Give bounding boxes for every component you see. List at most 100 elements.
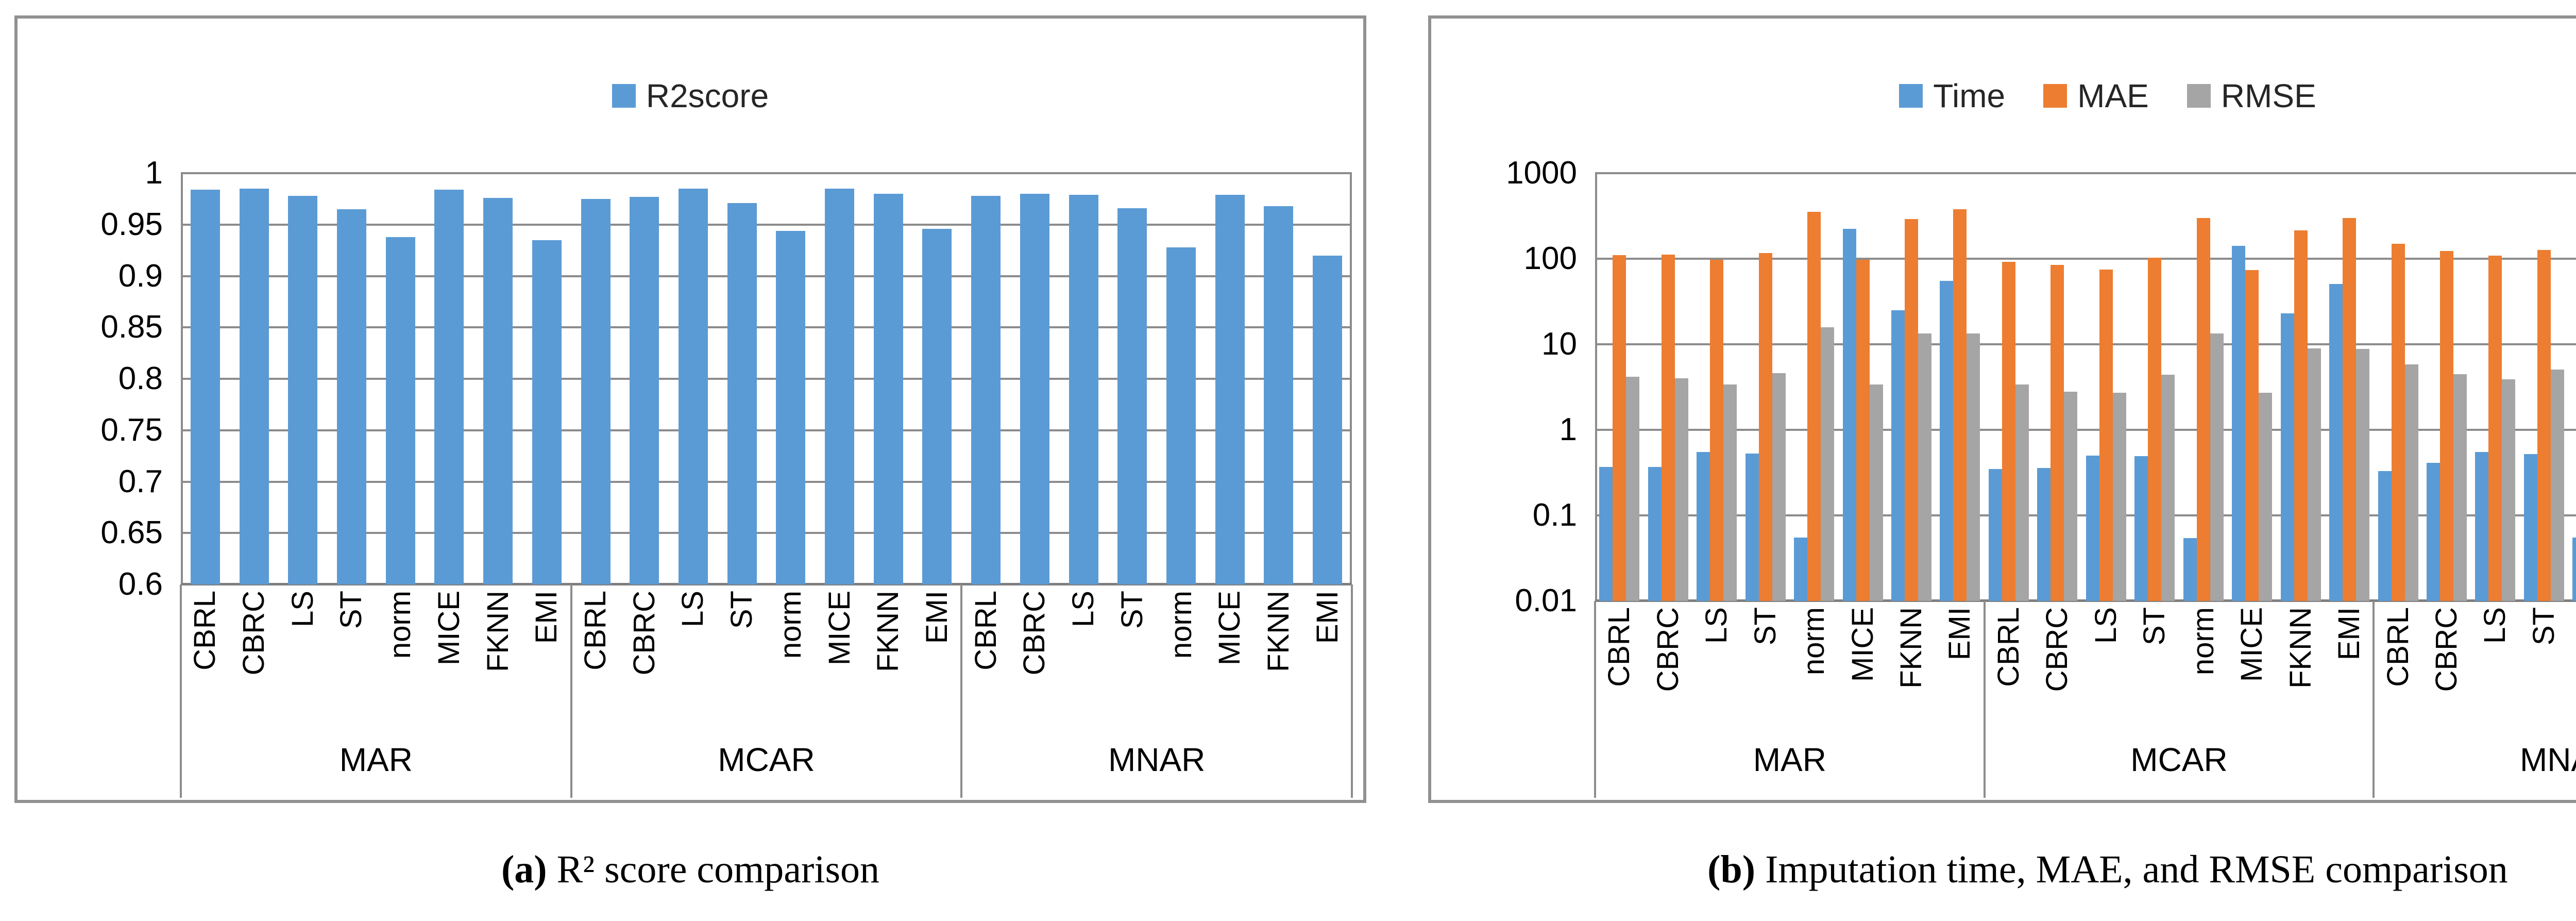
bar-r2score-mar-ls [288, 195, 318, 584]
x-category-label: FKNN [871, 591, 905, 672]
bar-r2score-mnar-norm [1166, 247, 1196, 584]
group-label-mnar: MNAR [1108, 741, 1206, 778]
bar-r2score-mcar-norm [776, 230, 806, 584]
bar-mae-mcar-emi [2343, 218, 2357, 601]
bar-r2score-mcar-emi [922, 228, 952, 584]
bar-r2score-mcar-ls [678, 188, 708, 584]
x-category-label: FKNN [1894, 607, 1928, 689]
bar-r2score-mar-mice [434, 189, 464, 584]
x-category-label: LS [285, 591, 319, 627]
plot-right-border [1350, 173, 1352, 584]
legend-label-mae: MAE [2077, 77, 2149, 114]
x-category-label: norm [1164, 591, 1198, 659]
x-category-label: ST [2527, 607, 2561, 646]
gridline [181, 275, 1352, 277]
bar-time-mcar-fknn [2280, 313, 2294, 601]
bar-time-mar-cbrc [1648, 466, 1662, 601]
x-category-label: norm [2186, 607, 2220, 676]
caption-b-text: Imputation time, MAE, and RMSE compariso… [1755, 848, 2508, 891]
x-category-label: EMI [530, 591, 564, 644]
y-tick-label: 0.85 [100, 309, 163, 345]
legend-label-time: Time [1933, 77, 2006, 114]
bar-rmse-mcar-ls [2112, 393, 2126, 601]
bar-mae-mar-norm [1807, 211, 1821, 601]
bar-mae-mar-mice [1856, 260, 1870, 601]
x-category-label: CBRC [237, 591, 271, 676]
bar-rmse-mar-cbrl [1626, 376, 1640, 601]
gridline [181, 378, 1352, 380]
bar-mae-mcar-mice [2245, 270, 2259, 601]
bar-r2score-mnar-emi [1313, 255, 1343, 584]
gridline [181, 429, 1352, 431]
bar-mae-mar-emi [1953, 209, 1967, 601]
bar-time-mnar-cbrc [2427, 463, 2441, 601]
bar-time-mar-ls [1697, 452, 1710, 601]
group-divider [1351, 584, 1353, 798]
bar-r2score-mcar-st [727, 203, 757, 584]
bar-r2score-mnar-cbrl [971, 195, 1001, 584]
group-divider [1594, 601, 1596, 798]
bar-time-mnar-ls [2475, 452, 2489, 601]
bar-rmse-mnar-ls [2502, 379, 2516, 601]
bar-rmse-mar-cbrc [1674, 378, 1688, 601]
bar-time-mar-emi [1940, 281, 1954, 601]
legend-label-rmse: RMSE [2221, 77, 2316, 114]
bar-rmse-mar-fknn [1918, 333, 1931, 601]
bar-time-mar-st [1745, 453, 1759, 601]
gridline [181, 480, 1352, 483]
panel-r2score-chart: R2score 1 0.95 0.9 0.85 0.8 0.75 0.7 0.65 0.6 MAR… [14, 15, 1366, 803]
bar-r2score-mar-fknn [483, 197, 513, 584]
gridline [1595, 429, 2576, 431]
gridline [181, 172, 1352, 174]
x-category-label: ST [725, 591, 759, 629]
bar-r2score-mcar-mice [825, 188, 855, 584]
bar-r2score-mnar-fknn [1264, 206, 1294, 584]
bar-rmse-mar-ls [1723, 384, 1737, 601]
x-category-label: MICE [1213, 591, 1247, 665]
bar-rmse-mcar-cbrc [2064, 391, 2078, 601]
legend-swatch-rmse [2187, 84, 2211, 108]
bar-rmse-mar-mice [1869, 384, 1883, 601]
x-category-label: CBRC [1651, 607, 1685, 692]
group-label-mcar: MCAR [718, 741, 815, 778]
y-tick-label: 0.75 [100, 412, 163, 448]
y-tick-label: 0.95 [100, 206, 163, 242]
caption-a: (a) R² score comparison [14, 846, 1366, 893]
bar-time-mar-fknn [1891, 310, 1905, 601]
bar-time-mcar-cbrc [2037, 467, 2051, 601]
bar-time-mar-norm [1794, 538, 1808, 601]
bar-r2score-mar-norm [385, 237, 415, 584]
x-category-label: ST [1115, 591, 1149, 629]
bar-rmse-mar-st [1772, 373, 1786, 601]
x-category-label: CBRL [2381, 607, 2415, 687]
bar-mae-mar-cbrl [1613, 255, 1626, 601]
x-category-label: CBRL [969, 591, 1003, 671]
bar-mae-mar-st [1758, 253, 1772, 601]
bar-time-mcar-ls [2086, 455, 2099, 601]
legend-swatch-time [1899, 84, 1923, 108]
y-tick-label: 0.8 [118, 361, 163, 396]
x-category-label: CBRL [579, 591, 613, 671]
bar-mae-mcar-ls [2099, 269, 2113, 601]
bar-mae-mar-cbrc [1661, 254, 1675, 601]
bar-r2score-mar-emi [532, 240, 562, 584]
x-category-label: CBRL [1991, 607, 2025, 687]
bar-rmse-mcar-emi [2356, 349, 2370, 601]
legend-item-rmse: RMSE [2187, 79, 2316, 112]
x-category-label: FKNN [2283, 607, 2317, 689]
legend-item-time: Time [1899, 79, 2005, 112]
bar-rmse-mcar-cbrl [2015, 384, 2029, 601]
x-category-label: EMI [1943, 607, 1977, 661]
bar-rmse-mnar-st [2550, 369, 2564, 601]
caption-a-text: R² score comparison [547, 848, 880, 891]
bar-rmse-mar-emi [1967, 333, 1980, 601]
x-category-label: CBRC [1018, 591, 1052, 676]
group-divider [180, 584, 182, 798]
y-tick-label: 100 [1523, 241, 1577, 276]
bar-time-mar-cbrl [1599, 466, 1613, 601]
bar-rmse-mcar-st [2161, 375, 2175, 601]
x-category-label: ST [334, 591, 368, 629]
bar-r2score-mcar-cbrc [630, 196, 659, 584]
legend-swatch-mae [2043, 84, 2067, 108]
